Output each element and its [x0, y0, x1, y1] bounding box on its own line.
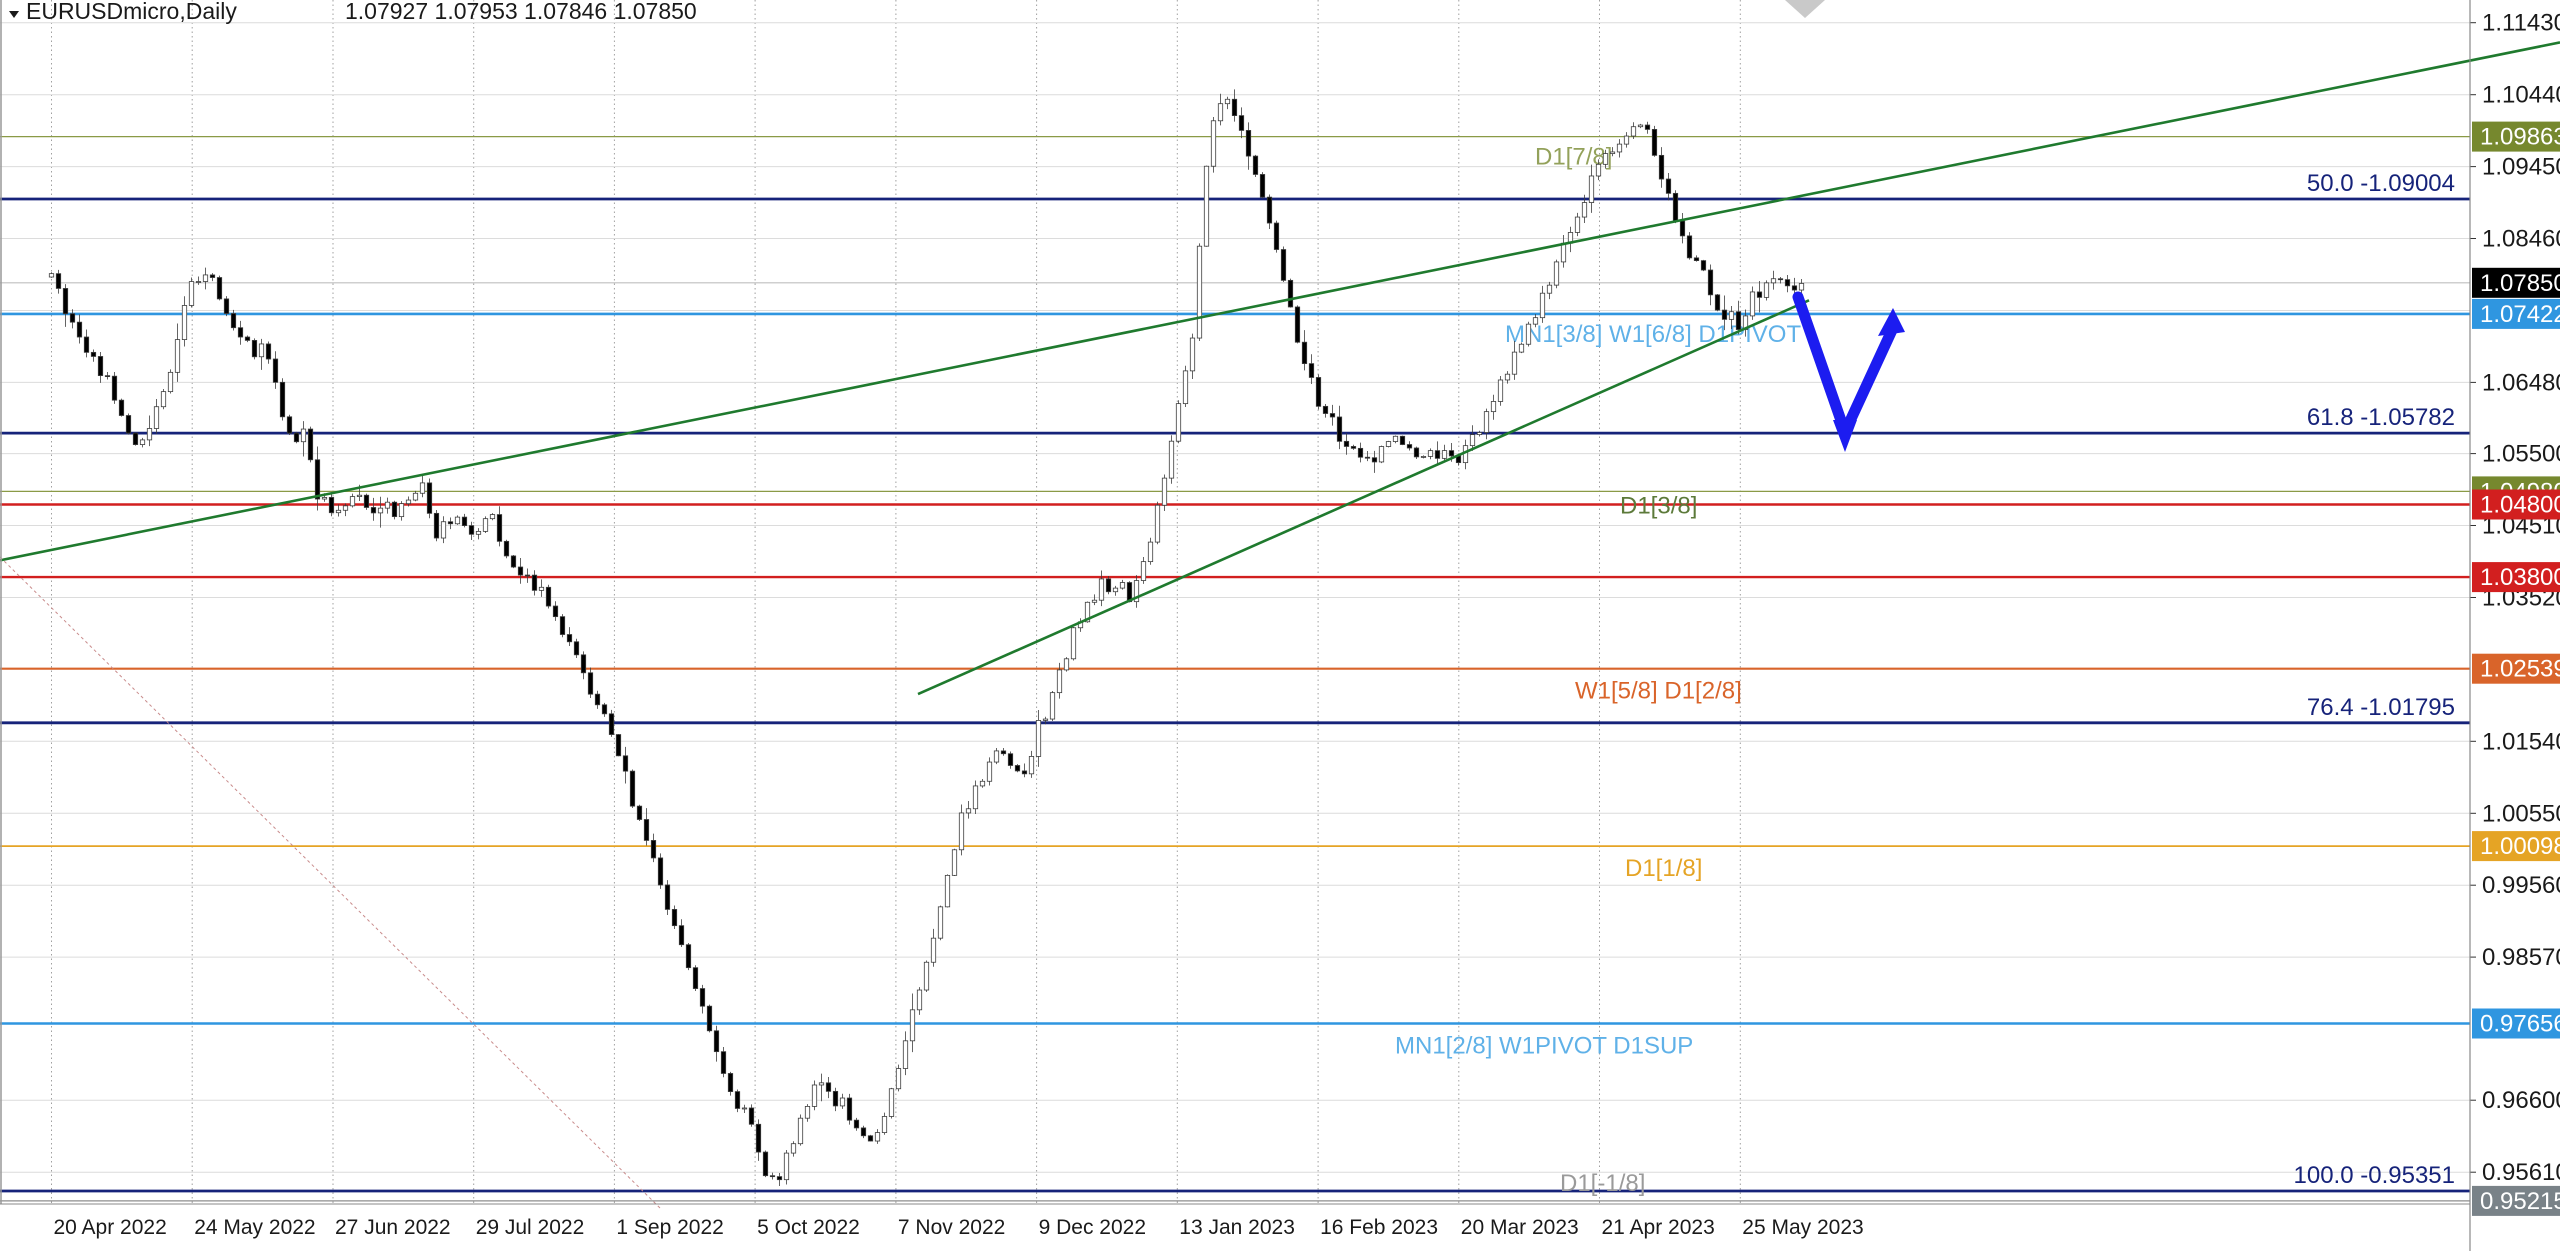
svg-text:1.07927 1.07953 1.07846 1.0785: 1.07927 1.07953 1.07846 1.07850: [345, 0, 697, 24]
svg-text:1.00098: 1.00098: [2480, 833, 2560, 860]
svg-text:16 Feb 2023: 16 Feb 2023: [1320, 1216, 1438, 1239]
svg-text:21 Apr 2023: 21 Apr 2023: [1602, 1216, 1715, 1239]
svg-text:1 Sep 2022: 1 Sep 2022: [616, 1216, 723, 1239]
svg-text:1.03800: 1.03800: [2480, 564, 2560, 591]
svg-text:1.01540: 1.01540: [2482, 728, 2560, 755]
svg-text:EURUSDmicro,Daily: EURUSDmicro,Daily: [26, 0, 237, 24]
svg-text:1.04800: 1.04800: [2480, 492, 2560, 519]
svg-text:9 Dec 2022: 9 Dec 2022: [1039, 1216, 1146, 1239]
svg-text:1.05500: 1.05500: [2482, 441, 2560, 468]
svg-text:1.06480: 1.06480: [2482, 369, 2560, 396]
svg-text:29 Jul 2022: 29 Jul 2022: [476, 1216, 585, 1239]
svg-text:20 Mar 2023: 20 Mar 2023: [1461, 1216, 1579, 1239]
svg-text:1.11430: 1.11430: [2482, 10, 2560, 37]
svg-text:1.07850: 1.07850: [2480, 270, 2560, 297]
svg-text:1.07422: 1.07422: [2480, 301, 2560, 328]
svg-text:5 Oct 2022: 5 Oct 2022: [757, 1216, 860, 1239]
svg-text:1.09863: 1.09863: [2480, 124, 2560, 151]
svg-text:0.95610: 0.95610: [2482, 1159, 2560, 1186]
svg-text:76.4 -1.01795: 76.4 -1.01795: [2307, 694, 2455, 721]
svg-text:27 Jun 2022: 27 Jun 2022: [335, 1216, 451, 1239]
svg-text:1.08460: 1.08460: [2482, 226, 2560, 253]
svg-text:D1[1/8]: D1[1/8]: [1625, 855, 1702, 882]
svg-text:25 May 2023: 25 May 2023: [1742, 1216, 1863, 1239]
svg-text:7 Nov 2022: 7 Nov 2022: [898, 1216, 1005, 1239]
svg-text:MN1[2/8] W1PIVOT D1SUP: MN1[2/8] W1PIVOT D1SUP: [1395, 1033, 1693, 1060]
svg-text:1.10440: 1.10440: [2482, 82, 2560, 109]
svg-text:0.95215: 0.95215: [2480, 1188, 2560, 1215]
svg-text:13 Jan 2023: 13 Jan 2023: [1179, 1216, 1295, 1239]
svg-text:D1[3/8]: D1[3/8]: [1620, 493, 1697, 520]
svg-text:1.02539: 1.02539: [2480, 656, 2560, 683]
svg-text:50.0 -1.09004: 50.0 -1.09004: [2307, 170, 2455, 197]
svg-text:100.0 -0.95351: 100.0 -0.95351: [2294, 1162, 2455, 1189]
svg-text:1.09450: 1.09450: [2482, 154, 2560, 181]
svg-text:D1[-1/8]: D1[-1/8]: [1560, 1170, 1645, 1197]
svg-text:0.97656: 0.97656: [2480, 1011, 2560, 1038]
svg-text:MN1[3/8] W1[6/8] D1PIVOT: MN1[3/8] W1[6/8] D1PIVOT: [1505, 321, 1801, 348]
svg-text:W1[5/8] D1[2/8]: W1[5/8] D1[2/8]: [1575, 678, 1742, 705]
svg-text:61.8 -1.05782: 61.8 -1.05782: [2307, 404, 2455, 431]
svg-text:24 May 2022: 24 May 2022: [194, 1216, 315, 1239]
svg-text:20 Apr 2022: 20 Apr 2022: [54, 1216, 167, 1239]
